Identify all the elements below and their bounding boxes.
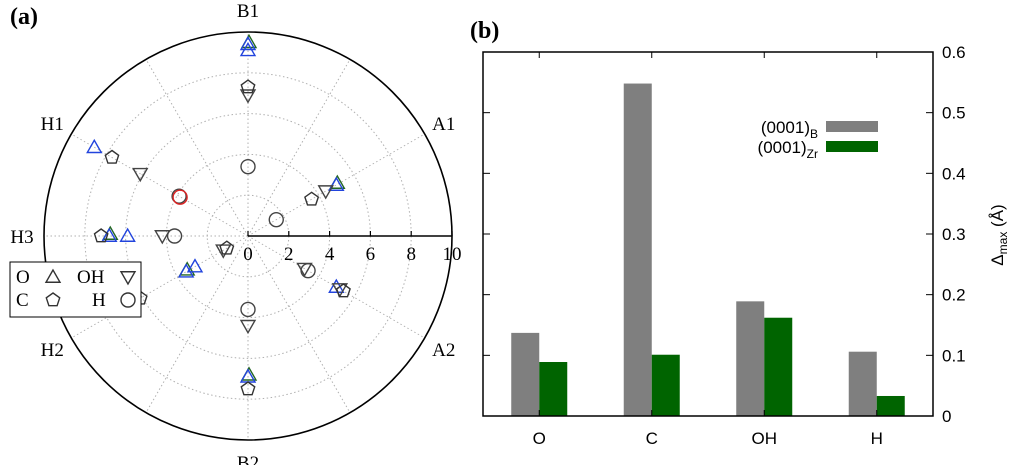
polar-data-points [86, 33, 351, 396]
point-h-highlight [172, 189, 188, 205]
point-o [177, 263, 195, 278]
point-c [240, 381, 256, 396]
polar-legend-box [9, 261, 142, 318]
point-o [186, 258, 204, 273]
point-h [166, 228, 183, 244]
direction-label-a2: A2 [432, 340, 455, 361]
bar-legend-label-zr: (0001)Zr [758, 138, 818, 161]
bar-o-b [511, 332, 540, 416]
bar-h-b [848, 351, 877, 416]
point-o [119, 227, 136, 242]
x-tick-label: C [646, 429, 658, 448]
legend-label-h: H [92, 290, 106, 311]
polar-plot: B1 A1 A2 B2 H2 H3 H1 0 2 4 6 8 10 [10, 1, 461, 465]
bar-oh-zr [764, 317, 793, 416]
legend-marker-oh [119, 271, 137, 286]
point-oh [215, 244, 232, 259]
bar-series [511, 83, 905, 417]
radial-tick-label: 10 [443, 244, 462, 265]
direction-label-b2: B2 [237, 453, 259, 465]
bar-legend-swatch-zr [826, 141, 878, 152]
y-tick-label: 0.6 [942, 43, 966, 62]
point-h [171, 188, 187, 204]
polar-spoke [247, 59, 351, 237]
point-c [93, 228, 109, 243]
point-o-overlap [240, 366, 258, 381]
bar-legend-label-b: (0001)B [761, 118, 818, 141]
bar-c-zr [651, 354, 680, 416]
bar-legend-swatch-b [826, 121, 878, 132]
polar-spoke [247, 235, 351, 413]
point-h [240, 158, 256, 175]
radial-tick-label: 4 [325, 244, 335, 265]
x-tick-label: O [533, 429, 546, 448]
radial-tick-label: 2 [284, 244, 294, 265]
y-tick-label: 0.3 [942, 225, 966, 244]
polar-radial-ticks: 0 2 4 6 8 10 [243, 231, 462, 265]
direction-label-h2: H2 [41, 340, 64, 361]
point-c [304, 191, 320, 206]
y-tick-label: 0 [942, 407, 951, 426]
point-o [101, 227, 118, 242]
radial-tick-label: 8 [406, 244, 416, 265]
bar-h-zr [876, 395, 905, 416]
point-o [86, 138, 103, 154]
polar-legend: O OH C H [9, 261, 142, 318]
panel-b-label: (b) [470, 18, 499, 44]
polar-spoke [247, 133, 425, 237]
polar-spoke [247, 235, 425, 339]
point-oh [154, 230, 171, 245]
y-axis-title: Δmax (Å) [988, 204, 1010, 265]
point-h [240, 301, 256, 318]
bar-o-zr [539, 362, 568, 416]
x-tick-label: OH [752, 429, 778, 448]
legend-label-oh: OH [77, 267, 105, 288]
bar-c-b [623, 83, 652, 417]
x-tick-label: H [871, 429, 883, 448]
polar-spoke [71, 133, 249, 237]
point-h [300, 262, 316, 279]
direction-label-h1: H1 [41, 114, 64, 135]
point-o [239, 35, 257, 51]
panel-a-label: (a) [10, 4, 38, 30]
radial-tick-label: 0 [243, 244, 253, 265]
point-c [335, 283, 351, 298]
point-oh [239, 89, 257, 104]
polar-spoke [145, 59, 249, 237]
y-tick-label: 0.5 [942, 104, 966, 123]
bar-axes: O C OH H 0 0.1 0.2 0.3 0.4 0.5 0.6 [483, 43, 966, 448]
y-tick-label: 0.1 [942, 346, 966, 365]
point-o-overlap [102, 225, 119, 240]
point-o [328, 176, 345, 191]
point-oh [317, 185, 334, 200]
point-c [240, 79, 256, 94]
legend-label-o: O [16, 267, 30, 288]
point-oh [132, 167, 149, 183]
point-c [104, 149, 120, 164]
legend-marker-o [44, 268, 62, 283]
legend-label-c: C [16, 290, 29, 311]
radial-tick-label: 6 [366, 244, 376, 265]
y-tick-label: 0.4 [942, 164, 966, 183]
bar-legend: (0001)B(0001)Zr [758, 118, 878, 161]
point-oh [239, 319, 257, 335]
point-c [219, 240, 235, 255]
direction-label-h3: H3 [10, 227, 33, 248]
point-o [239, 41, 257, 57]
direction-label-a1: A1 [432, 114, 455, 135]
legend-marker-c [45, 292, 61, 307]
point-h [268, 211, 284, 228]
y-tick-label: 0.2 [942, 286, 966, 305]
direction-label-b1: B1 [237, 1, 259, 22]
bar-chart: O C OH H 0 0.1 0.2 0.3 0.4 0.5 0.6 (0001)B(0001)Zr… [482, 43, 1010, 448]
bar-oh-b [736, 301, 765, 416]
legend-marker-h [120, 292, 136, 308]
